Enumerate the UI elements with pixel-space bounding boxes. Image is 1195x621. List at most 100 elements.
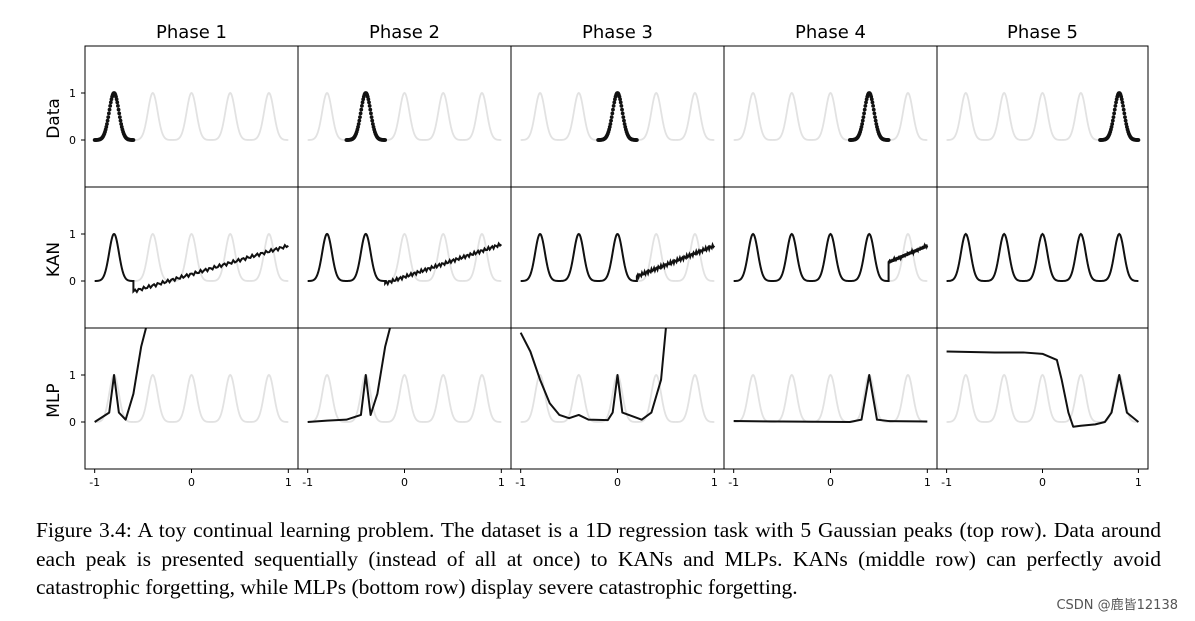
- panel-mlp-phase-4: [723, 327, 938, 470]
- data-point: [383, 138, 388, 142]
- data-point: [359, 107, 364, 112]
- x-tick-label: 0: [827, 476, 834, 489]
- data-point: [859, 125, 864, 129]
- y-tick-label: 0: [69, 134, 76, 147]
- panel-frame: [297, 45, 512, 188]
- data-point: [1123, 115, 1127, 120]
- y-tick-label: 1: [69, 369, 76, 382]
- data-point: [1109, 125, 1114, 129]
- panel-frame: [84, 186, 299, 329]
- data-point: [114, 97, 119, 102]
- panel-data-phase-3: [510, 45, 725, 188]
- data-point: [622, 118, 626, 123]
- panel-data-phase-4: [723, 45, 938, 188]
- data-point: [620, 111, 625, 116]
- ground-truth-ghost-line: [94, 373, 289, 423]
- panel-mlp-phase-5: [936, 327, 1149, 470]
- mlp-fit-line: [307, 327, 391, 423]
- data-point: [1121, 103, 1125, 108]
- data-point: [611, 103, 616, 108]
- data-point: [368, 107, 373, 112]
- x-tick-label: 1: [924, 476, 931, 489]
- data-point: [360, 100, 365, 105]
- x-tick-label: -1: [302, 476, 313, 489]
- panel-frame: [84, 45, 299, 188]
- kan-fit-line: [946, 232, 1139, 282]
- data-point: [621, 115, 626, 120]
- continual-learning-figure: Phase 1 Phase 2 Phase 3 Phase 4 Phase 5 Data…: [44, 22, 1149, 489]
- panel-frame: [297, 186, 512, 329]
- data-point: [356, 122, 361, 126]
- data-point: [860, 118, 865, 123]
- x-tick-label: -1: [89, 476, 100, 489]
- data-point: [106, 111, 111, 116]
- data-point: [1124, 122, 1129, 126]
- data-point: [117, 115, 122, 120]
- data-point: [863, 103, 868, 108]
- kan-fit-line: [307, 232, 503, 287]
- data-point: [871, 103, 875, 108]
- data-point: [131, 138, 136, 142]
- data-point: [370, 118, 375, 123]
- data-point: [874, 122, 879, 126]
- x-tick-label: 0: [1039, 476, 1046, 489]
- data-point: [618, 100, 623, 105]
- data-point: [106, 115, 111, 120]
- data-point: [105, 122, 109, 126]
- y-tick-label: 1: [69, 87, 76, 100]
- x-tick-label: 1: [498, 476, 505, 489]
- data-point: [607, 125, 612, 129]
- data-point: [886, 138, 891, 142]
- data-point: [1112, 111, 1117, 116]
- data-point: [1111, 115, 1116, 120]
- data-point: [105, 118, 110, 123]
- data-point: [357, 118, 362, 123]
- data-point: [107, 107, 112, 112]
- data-point: [620, 107, 624, 112]
- x-tick-label: -1: [728, 476, 739, 489]
- panel-data-phase-1: [84, 45, 299, 188]
- data-point: [622, 122, 627, 126]
- data-point: [610, 111, 615, 116]
- ground-truth-ghost-line: [733, 373, 928, 423]
- panel-kan-phase-4: [723, 186, 938, 329]
- x-tick-label: 1: [1135, 476, 1142, 489]
- data-point: [609, 118, 613, 123]
- phase-title-4: Phase 4: [795, 22, 866, 43]
- mlp-fit-line: [946, 350, 1140, 428]
- data-point: [862, 107, 867, 112]
- panel-frame: [510, 45, 725, 188]
- data-point: [1121, 107, 1126, 112]
- ground-truth-ghost-line: [307, 373, 502, 423]
- panel-frame: [297, 327, 512, 470]
- row-label-data: Data: [44, 98, 64, 139]
- data-point: [619, 103, 624, 108]
- data-point: [358, 111, 363, 116]
- panel-frame: [936, 186, 1149, 329]
- data-point: [608, 122, 613, 126]
- data-point: [366, 97, 371, 102]
- data-point: [360, 103, 364, 108]
- panel-frame: [936, 45, 1149, 188]
- data-point: [108, 103, 113, 108]
- data-point: [116, 103, 120, 108]
- data-point: [367, 103, 372, 108]
- data-point: [369, 111, 373, 116]
- phase-title-5: Phase 5: [1007, 22, 1078, 43]
- data-point: [108, 100, 113, 105]
- data-point: [367, 100, 371, 105]
- data-point: [1119, 97, 1124, 102]
- data-point: [634, 138, 639, 142]
- panel-kan-phase-5: [936, 186, 1149, 329]
- x-tick-label: 0: [401, 476, 408, 489]
- x-tick-label: 1: [285, 476, 292, 489]
- data-point: [873, 118, 878, 123]
- data-point: [609, 115, 614, 120]
- mlp-fit-line: [519, 327, 667, 422]
- panel-mlp-phase-2: [297, 327, 512, 470]
- panel-kan-phase-2: [297, 186, 512, 329]
- data-point: [860, 122, 865, 126]
- data-point: [873, 115, 877, 120]
- data-point: [611, 107, 615, 112]
- data-point: [864, 100, 868, 105]
